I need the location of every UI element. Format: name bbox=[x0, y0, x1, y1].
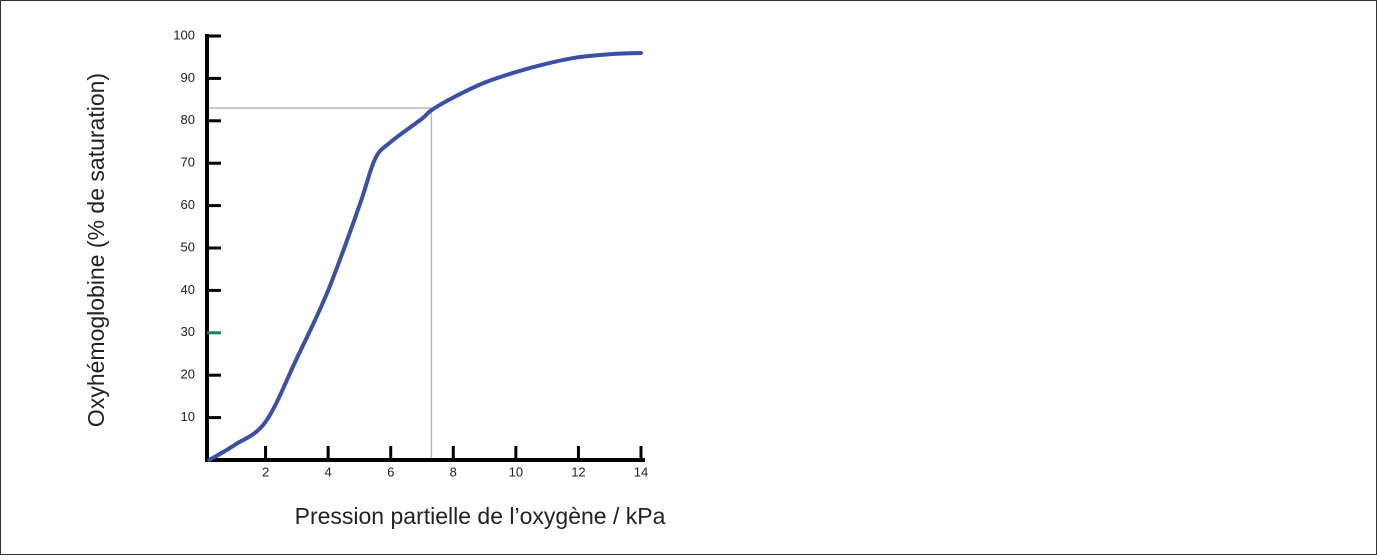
x-tick-label: 4 bbox=[325, 464, 332, 479]
x-tick-label: 6 bbox=[387, 464, 394, 479]
y-tick-label: 40 bbox=[181, 282, 195, 297]
y-tick-label: 70 bbox=[181, 155, 195, 170]
y-tick-label: 20 bbox=[181, 367, 195, 382]
y-tick-label: 10 bbox=[181, 409, 195, 424]
x-tick-label: 10 bbox=[509, 464, 523, 479]
x-tick-label: 2 bbox=[262, 464, 269, 479]
y-tick-label: 50 bbox=[181, 239, 195, 254]
x-tick-label: 8 bbox=[450, 464, 457, 479]
y-tick-label: 80 bbox=[181, 112, 195, 127]
y-tick-label: 100 bbox=[173, 27, 195, 42]
y-tick-label: 30 bbox=[181, 324, 195, 339]
x-tick-label: 14 bbox=[634, 464, 648, 479]
y-tick-label: 90 bbox=[181, 70, 195, 85]
y-tick-label: 60 bbox=[181, 197, 195, 212]
x-axis-label: Pression partielle de l’oxygène / kPa bbox=[295, 503, 666, 529]
curve bbox=[207, 50, 643, 462]
y-axis-label: Oxyhémoglobine (% de saturation) bbox=[83, 73, 109, 427]
x-tick-label: 12 bbox=[571, 464, 585, 479]
